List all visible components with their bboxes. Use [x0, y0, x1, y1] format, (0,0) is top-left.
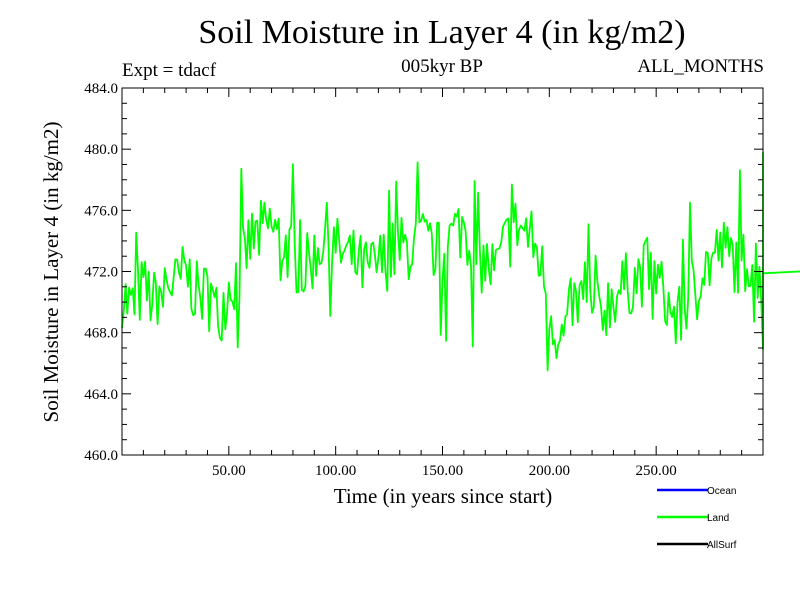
experiment-label: Expt = tdacf: [122, 60, 217, 81]
y-tick-label: 484.0: [84, 81, 118, 97]
y-tick-label: 480.0: [84, 142, 118, 158]
months-label: ALL_MONTHS: [637, 56, 764, 77]
x-tick-label: 100.00: [315, 463, 356, 479]
axes-layer: 50.00 100.00 150.00 200.00 250.00 460.0 464.0 4…: [84, 81, 764, 479]
period-label: 005kyr BP: [401, 56, 483, 77]
x-tick-label: 200.00: [529, 463, 570, 479]
y-tick-label: 460.0: [84, 448, 118, 464]
y-tick-label: 468.0: [84, 326, 118, 342]
y-tick-label: 472.0: [84, 265, 118, 281]
x-tick-label: 50.00: [212, 463, 246, 479]
y-tick-label: 464.0: [84, 387, 118, 403]
x-axis-title: Time (in years since start): [334, 484, 553, 508]
x-tick-label: 150.00: [422, 463, 463, 479]
x-tick-label: 250.00: [636, 463, 677, 479]
legend-label-ocean: Ocean: [707, 486, 736, 497]
legend: Ocean Land AllSurf: [657, 486, 737, 551]
y-axis-title: Soil Moisture in Layer 4 (in kg/m2): [39, 122, 63, 423]
legend-label-land: Land: [707, 513, 729, 524]
legend-label-allsurf: AllSurf: [707, 540, 737, 551]
y-tick-label: 476.0: [84, 203, 118, 219]
chart-title: Soil Moisture in Layer 4 (in kg/m2): [198, 14, 686, 51]
